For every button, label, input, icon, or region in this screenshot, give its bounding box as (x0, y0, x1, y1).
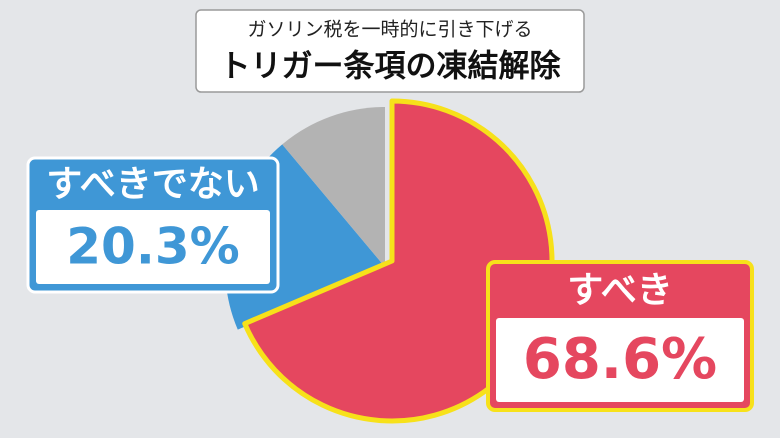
chart-subtitle: トリガー条項の凍結解除 (220, 49, 562, 85)
label-value: 68.6% (523, 327, 717, 392)
label-value: 20.3% (66, 218, 239, 276)
label-category: すべきでない (46, 164, 259, 205)
label-value-bg (496, 318, 744, 402)
label-category: すべき (567, 270, 672, 311)
pie-slice (282, 107, 385, 267)
pie (225, 98, 555, 424)
labels: すべき 68.6% すべきでない 20.3% (26, 156, 754, 412)
chart-title: ガソリン税を一時的に引き下げる (247, 19, 532, 41)
label-value-bg (36, 210, 270, 284)
title-box (195, 9, 585, 93)
